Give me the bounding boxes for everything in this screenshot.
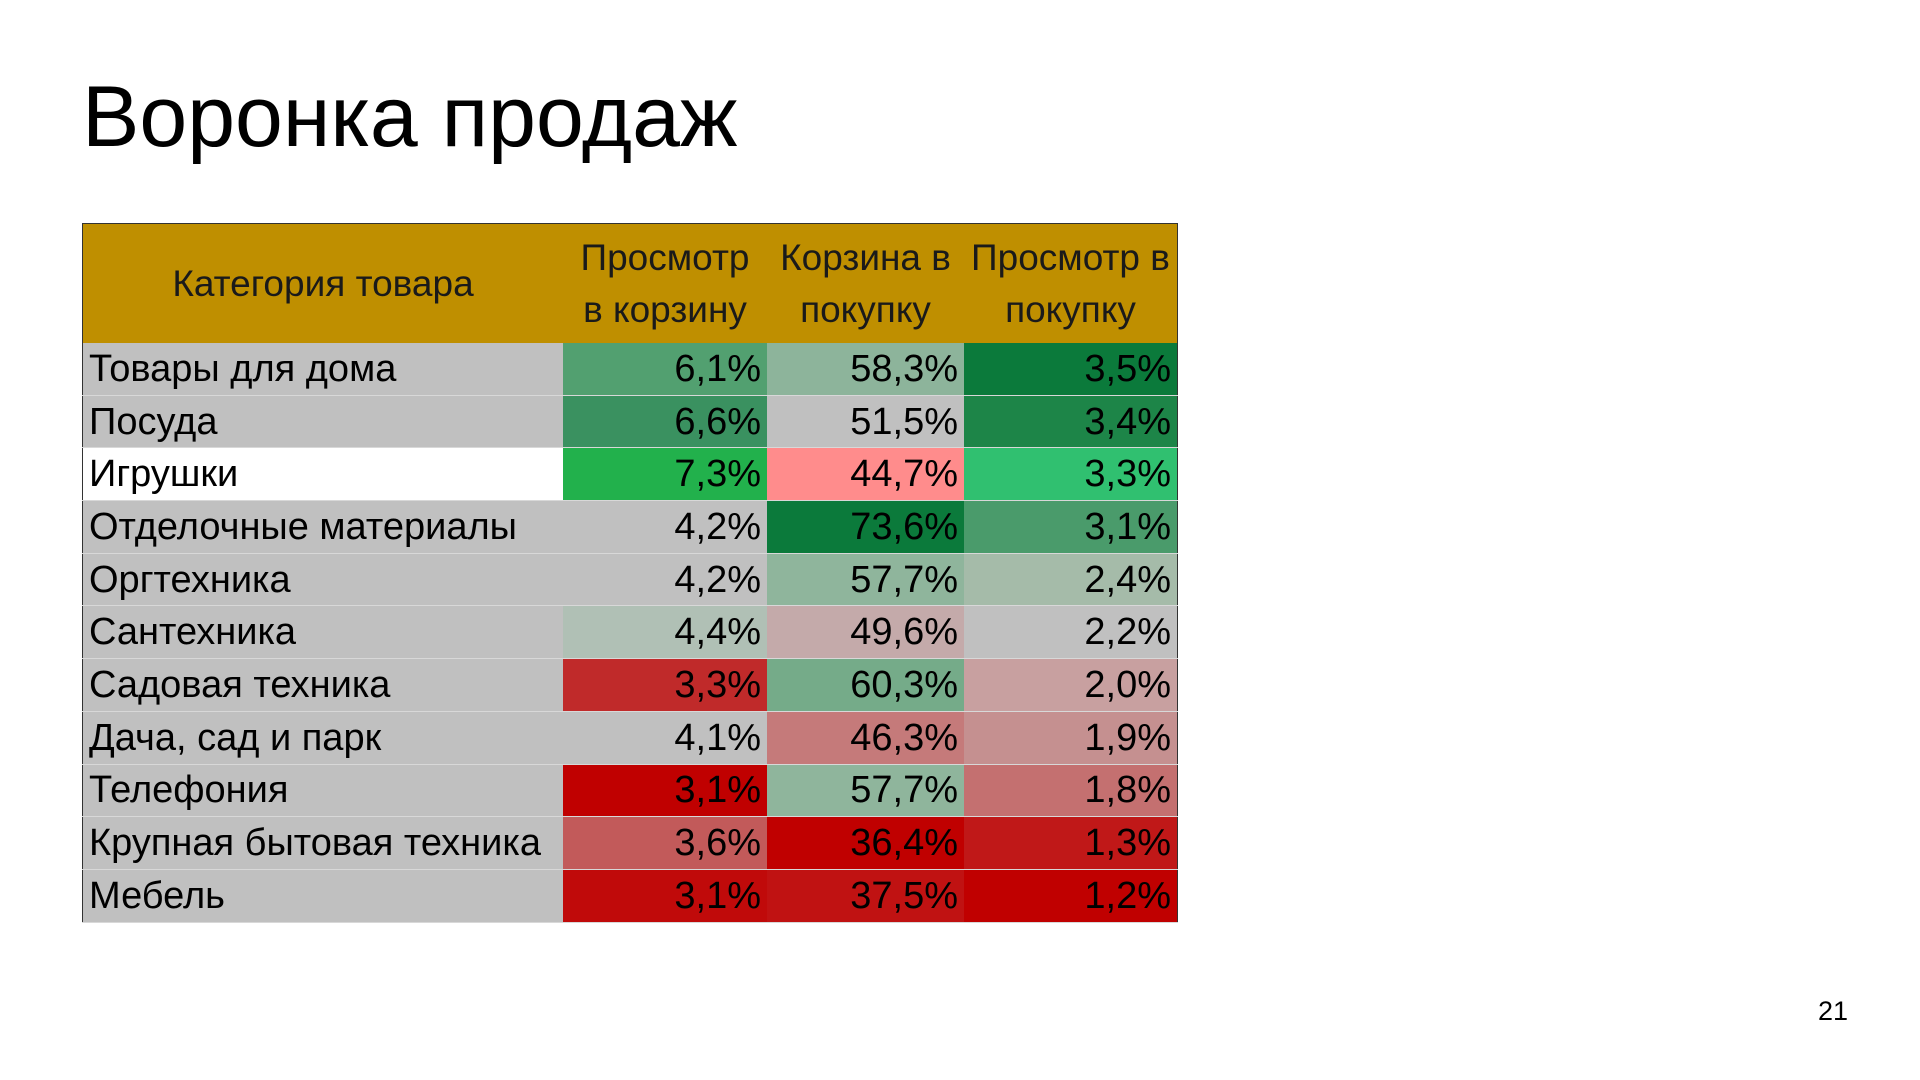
value-cell: 1,3% xyxy=(964,816,1178,870)
column-header: Просмотр в корзину xyxy=(563,223,767,343)
value-cell: 3,5% xyxy=(964,343,1178,396)
value-cell: 57,7% xyxy=(767,553,964,607)
table-row: Садовая техника 3,3% 60,3% 2,0% xyxy=(82,658,1178,712)
value-cell: 60,3% xyxy=(767,658,964,712)
value-cell: 44,7% xyxy=(767,447,964,502)
category-cell: Дача, сад и парк xyxy=(82,711,563,765)
category-cell: Оргтехника xyxy=(82,553,563,607)
category-cell: Телефония xyxy=(82,764,563,818)
category-cell: Крупная бытовая техника xyxy=(82,816,563,870)
value-cell: 36,4% xyxy=(767,816,964,870)
value-cell: 6,6% xyxy=(563,395,767,449)
funnel-table: Категория товара Просмотр в корзину Корзин… xyxy=(82,223,1178,923)
header-row: Категория товара Просмотр в корзину Корзин… xyxy=(82,223,1178,343)
value-cell: 4,1% xyxy=(563,711,767,765)
category-cell: Посуда xyxy=(82,395,563,449)
value-cell: 37,5% xyxy=(767,869,964,923)
table-row: Отделочные материалы 4,2% 73,6% 3,1% xyxy=(82,500,1178,554)
value-cell: 1,2% xyxy=(964,869,1178,923)
value-cell: 4,2% xyxy=(563,500,767,554)
value-cell: 73,6% xyxy=(767,500,964,554)
table-row: Игрушки 7,3% 44,7% 3,3% xyxy=(82,447,1178,502)
value-cell: 2,0% xyxy=(964,658,1178,712)
category-cell: Игрушки xyxy=(82,447,563,502)
value-cell: 3,6% xyxy=(563,816,767,870)
table-row: Посуда 6,6% 51,5% 3,4% xyxy=(82,395,1178,449)
table-body: Товары для дома 6,1% 58,3% 3,5% Посуда 6,6% 51… xyxy=(82,343,1178,923)
table-row: Телефония 3,1% 57,7% 1,8% xyxy=(82,764,1178,818)
value-cell: 2,2% xyxy=(964,605,1178,660)
value-cell: 1,9% xyxy=(964,711,1178,765)
value-cell: 2,4% xyxy=(964,553,1178,607)
category-cell: Товары для дома xyxy=(82,343,563,396)
category-cell: Сантехника xyxy=(82,605,563,660)
value-cell: 3,3% xyxy=(563,658,767,712)
table-row: Товары для дома 6,1% 58,3% 3,5% xyxy=(82,343,1178,396)
value-cell: 6,1% xyxy=(563,343,767,396)
value-cell: 1,8% xyxy=(964,764,1178,818)
table-row: Дача, сад и парк 4,1% 46,3% 1,9% xyxy=(82,711,1178,765)
page-number: 21 xyxy=(1818,996,1849,1026)
value-cell: 46,3% xyxy=(767,711,964,765)
value-cell: 4,4% xyxy=(563,605,767,660)
value-cell: 3,3% xyxy=(964,447,1178,502)
value-cell: 7,3% xyxy=(563,447,767,502)
column-header: Категория товара xyxy=(82,223,563,343)
value-cell: 51,5% xyxy=(767,395,964,449)
value-cell: 57,7% xyxy=(767,764,964,818)
table-row: Оргтехника 4,2% 57,7% 2,4% xyxy=(82,553,1178,607)
value-cell: 3,1% xyxy=(964,500,1178,554)
value-cell: 3,4% xyxy=(964,395,1178,449)
table-row: Мебель 3,1% 37,5% 1,2% xyxy=(82,869,1178,923)
table-row: Крупная бытовая техника 3,6% 36,4% 1,3% xyxy=(82,816,1178,870)
value-cell: 58,3% xyxy=(767,343,964,396)
value-cell: 3,1% xyxy=(563,869,767,923)
slide-title: Воронка продаж xyxy=(82,69,738,165)
value-cell: 49,6% xyxy=(767,605,964,660)
category-cell: Мебель xyxy=(82,869,563,923)
category-cell: Отделочные материалы xyxy=(82,500,563,554)
column-header: Корзина в покупку xyxy=(767,223,964,343)
column-header: Просмотр в покупку xyxy=(964,223,1178,343)
value-cell: 4,2% xyxy=(563,553,767,607)
table-row: Сантехника 4,4% 49,6% 2,2% xyxy=(82,605,1178,660)
value-cell: 3,1% xyxy=(563,764,767,818)
category-cell: Садовая техника xyxy=(82,658,563,712)
